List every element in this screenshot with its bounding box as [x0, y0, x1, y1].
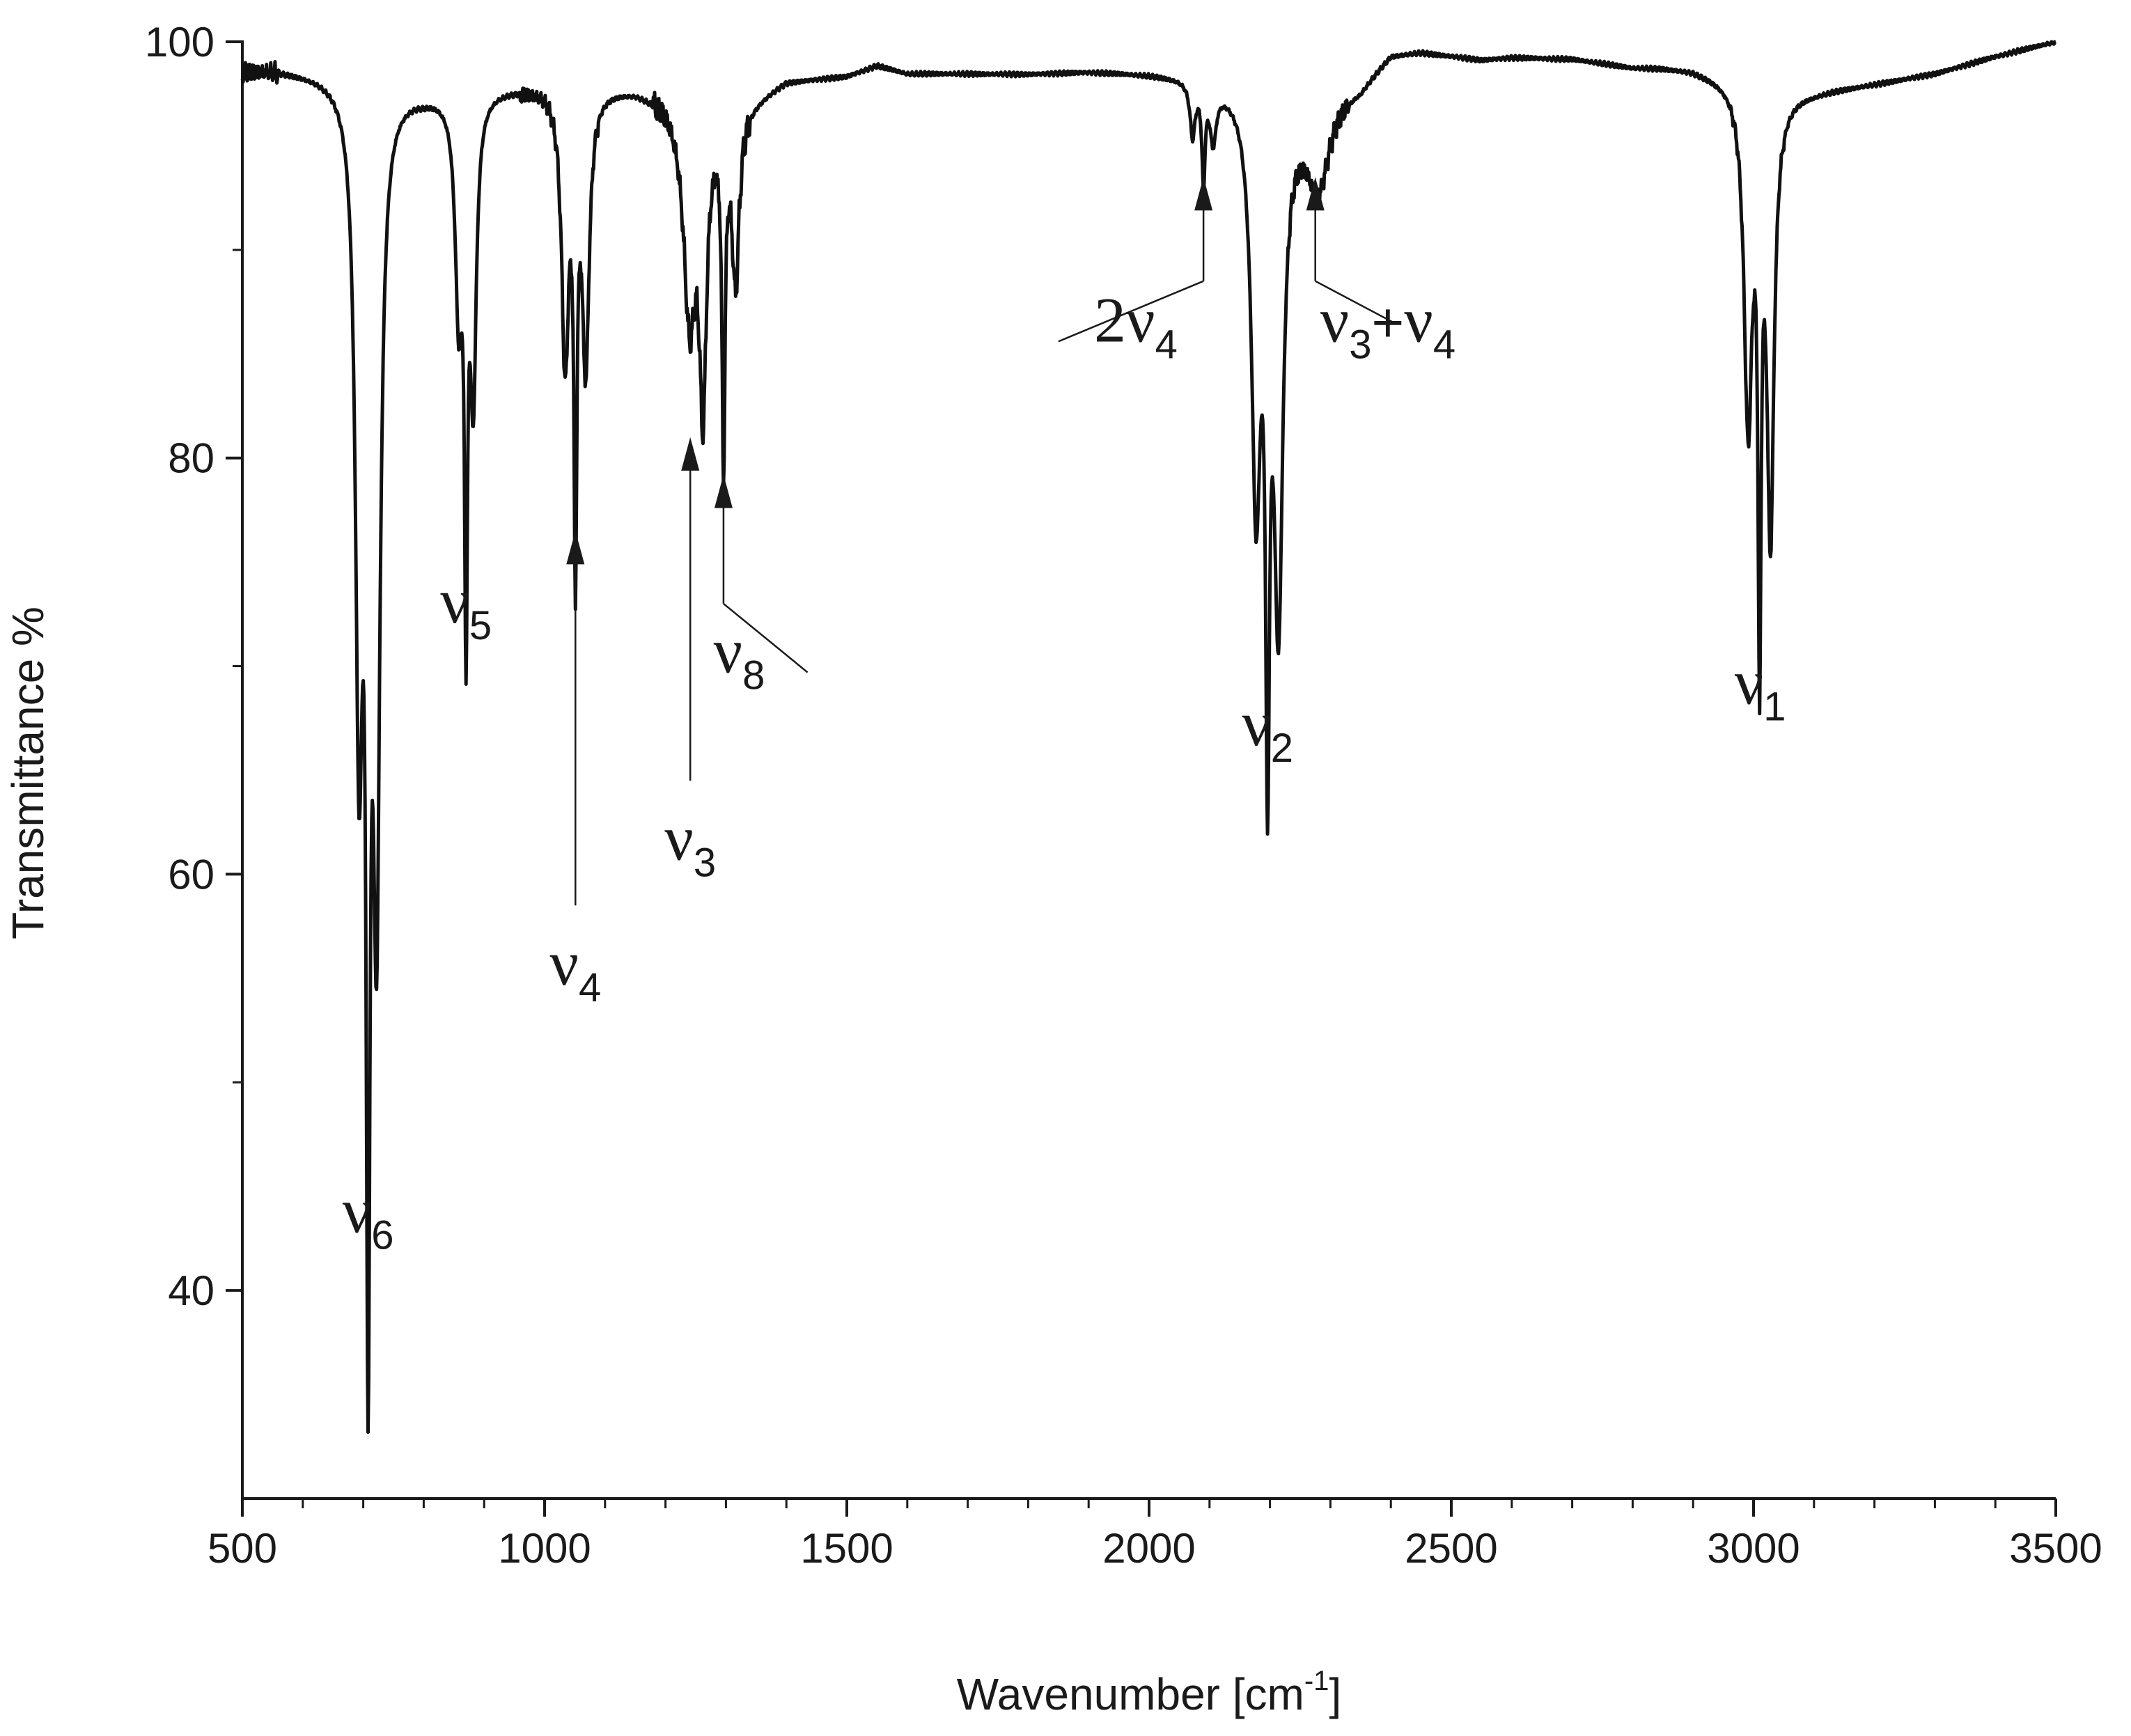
- y-axis-title: Transmittance %: [3, 607, 53, 939]
- nu-symbol: ν: [1735, 646, 1764, 717]
- annotation-label: ν6: [343, 1175, 394, 1258]
- arrow-head: [1306, 177, 1325, 211]
- y-tick-label: 40: [168, 1267, 214, 1314]
- arrow-head: [681, 437, 700, 471]
- nu-symbol: ν: [714, 616, 743, 687]
- nu-symbol: ν: [1320, 284, 1350, 355]
- nu-symbol: ν: [440, 565, 469, 636]
- nu-subscript: 4: [579, 965, 601, 1010]
- annotation-label: ν2: [1242, 688, 1293, 771]
- spectrum-line: [240, 40, 2057, 1434]
- nu-subscript: 5: [469, 603, 492, 648]
- x-axis-title-main: Wavenumber [cm: [957, 1669, 1304, 1719]
- annotation-label: 2ν4: [1094, 284, 1178, 367]
- arrow-head: [1194, 177, 1213, 211]
- annotation-label: ν5: [440, 565, 492, 648]
- annotation-nu-3-plus-nu-4: ν3+ν4: [1314, 205, 1455, 367]
- annotation-label: ν8: [714, 616, 765, 698]
- x-tick-label: 3000: [1707, 1525, 1800, 1572]
- annotation-label: ν4: [549, 928, 601, 1010]
- leader-line: [1315, 280, 1395, 324]
- nu-subscript: 6: [371, 1212, 393, 1258]
- annotation-nu-6: ν6: [343, 1175, 394, 1258]
- x-axis-title-superscript: -1: [1304, 1666, 1329, 1696]
- y-tick-label: 100: [145, 19, 214, 65]
- annotation-nu-2: ν2: [1242, 688, 1293, 771]
- annotation-nu-5: ν5: [440, 565, 492, 648]
- annotation-nu-1: ν1: [1735, 646, 1786, 729]
- x-tick-label: 500: [208, 1525, 277, 1572]
- x-tick-label: 1000: [498, 1525, 591, 1572]
- annotations: ν6ν5ν4ν3ν8ν2ν12ν4ν3+ν4: [343, 177, 1786, 1258]
- annotation-nu-3: ν3: [664, 464, 716, 886]
- nu-subscript: 2: [1271, 726, 1293, 771]
- nu-subscript: 4: [1155, 322, 1178, 367]
- nu-symbol: ν: [1126, 284, 1155, 355]
- annotation-label: ν3: [664, 803, 716, 886]
- nu-subscript: 1: [1763, 684, 1786, 729]
- nu-symbol: ν: [343, 1175, 372, 1246]
- leader-line: [723, 602, 809, 673]
- nu-symbol: ν: [1242, 688, 1271, 759]
- nu-subscript: 4: [1433, 322, 1455, 367]
- x-tick-label: 3500: [2009, 1525, 2102, 1572]
- x-tick-label: 1500: [800, 1525, 893, 1572]
- annotation-nu-8: ν8: [714, 502, 809, 698]
- x-tick-label: 2500: [1405, 1525, 1497, 1572]
- annotation-label: ν3+ν4: [1320, 284, 1455, 367]
- x-axis-title: Wavenumber [cm-1]: [957, 1666, 1341, 1719]
- plus-sign: +: [1372, 291, 1405, 353]
- nu-subscript: 3: [694, 840, 716, 886]
- nu-subscript: 8: [742, 653, 765, 698]
- nu-symbol: ν: [549, 928, 579, 999]
- nu-symbol: ν: [1404, 284, 1433, 355]
- nu-subscript: 3: [1349, 322, 1371, 367]
- annotation-label: ν1: [1735, 646, 1786, 729]
- arrow-head: [714, 474, 733, 508]
- arrow-head: [566, 531, 585, 565]
- x-tick-label: 2000: [1102, 1525, 1195, 1572]
- annotation-nu-4: ν4: [549, 558, 601, 1010]
- y-tick-label: 60: [168, 851, 214, 898]
- nu-symbol: ν: [664, 803, 694, 874]
- ticks: 500 1000 1500 2000 2500 3000 3500 40 60 80 100: [145, 19, 2102, 1572]
- x-axis-title-close: ]: [1329, 1669, 1341, 1719]
- leader-line: [1058, 280, 1204, 343]
- y-tick-label: 80: [168, 435, 214, 482]
- annotation-2nu-4: 2ν4: [1058, 205, 1205, 367]
